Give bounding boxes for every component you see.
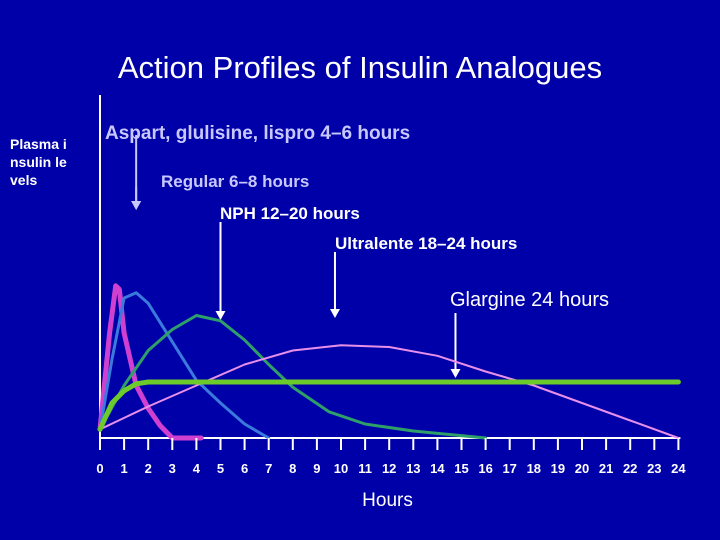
- x-tick-label: 15: [454, 461, 468, 476]
- annotation-arrowhead: [131, 201, 142, 210]
- x-tick-label: 20: [575, 461, 589, 476]
- x-tick-label: 2: [145, 461, 152, 476]
- annotation-nph: NPH 12–20 hours: [220, 204, 360, 223]
- insulin-curves: [97, 283, 681, 441]
- series-line-3: [99, 344, 680, 439]
- x-tick-label: 24: [671, 461, 686, 476]
- x-tick-label: 1: [120, 461, 127, 476]
- x-axis-label: Hours: [362, 490, 413, 511]
- axes: [99, 95, 681, 439]
- x-tick-label: 9: [313, 461, 320, 476]
- x-tick-label: 7: [265, 461, 272, 476]
- x-axis-ticks: 0 1 2 3 4 5 6 7 8 9 10 11 12 13 14 15 16 17 18 19 20 21 22 23 24: [96, 438, 686, 476]
- annotation-arrows: [131, 135, 461, 378]
- x-tick-label: 8: [289, 461, 296, 476]
- annotation-rapid-acting: Aspart, glulisine, lispro 4–6 hours: [105, 123, 411, 144]
- x-tick-label: 19: [551, 461, 565, 476]
- x-tick-label: 14: [430, 461, 445, 476]
- x-tick-label: 21: [599, 461, 613, 476]
- x-tick-label: 16: [478, 461, 492, 476]
- y-axis-label: Plasma insulin levels: [10, 136, 67, 188]
- x-tick-label: 18: [527, 461, 541, 476]
- annotation-arrowhead: [215, 311, 226, 320]
- series-line-4: [97, 379, 681, 432]
- x-tick-label: 4: [193, 461, 201, 476]
- annotation-arrowhead: [329, 309, 340, 318]
- x-tick-label: 10: [334, 461, 348, 476]
- x-tick-label: 6: [241, 461, 248, 476]
- chart-title: Action Profiles of Insulin Analogues: [117, 50, 603, 85]
- x-tick-label: 23: [647, 461, 661, 476]
- x-tick-label: 13: [406, 461, 420, 476]
- x-tick-label: 0: [96, 461, 103, 476]
- x-tick-label: 11: [358, 461, 372, 476]
- annotation-regular: Regular 6–8 hours: [161, 172, 310, 191]
- annotation-glargine: Glargine 24 hours: [450, 289, 609, 311]
- x-tick-label: 3: [169, 461, 176, 476]
- series-line-0: [97, 283, 204, 441]
- series-line-2: [98, 314, 488, 440]
- x-tick-label: 17: [502, 461, 516, 476]
- x-tick-label: 22: [623, 461, 637, 476]
- series-line-1: [98, 291, 271, 440]
- x-tick-label: 5: [217, 461, 224, 476]
- x-tick-label: 12: [382, 461, 396, 476]
- annotation-arrowhead: [450, 369, 461, 378]
- annotation-ultralente: Ultralente 18–24 hours: [335, 234, 518, 253]
